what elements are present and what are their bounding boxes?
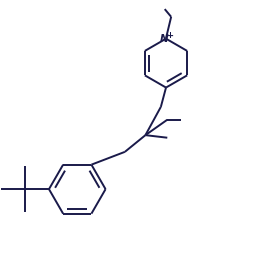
Text: +: + [166,31,173,40]
Text: N: N [160,34,168,44]
